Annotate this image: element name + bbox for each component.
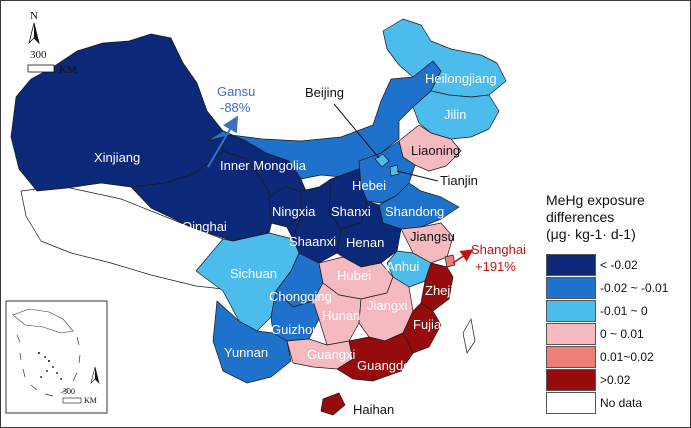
province-henan xyxy=(336,200,402,268)
gansu-callout-value: -88% xyxy=(220,100,251,115)
label-henan: Henan xyxy=(346,235,384,250)
label-jiangsu: Jiangsu xyxy=(410,229,455,244)
tianjin-leader-line xyxy=(396,170,439,182)
province-guangdong xyxy=(336,332,414,382)
label-anhui: Anhui xyxy=(386,259,419,274)
legend-swatch xyxy=(546,392,596,414)
province-tianjin xyxy=(389,164,400,177)
legend-item: 0 ~ 0.01 xyxy=(546,323,686,346)
label-shandong: Shandong xyxy=(385,204,444,219)
legend-item: 0.01~0.02 xyxy=(546,346,686,369)
label-guangdong: Guangdong xyxy=(357,358,425,373)
label-beijing: Beijing xyxy=(305,85,344,100)
legend-label: No data xyxy=(600,396,643,410)
legend-swatch xyxy=(546,300,596,322)
label-fujian: Fujian xyxy=(413,317,448,332)
north-arrow: N xyxy=(28,10,40,45)
label-inner-mongolia: Inner Mongolia xyxy=(220,158,307,173)
legend-title-line1: MeHg exposure xyxy=(546,192,645,208)
scale-distance: 300 xyxy=(30,49,47,61)
gansu-callout-name: Gansu xyxy=(217,84,255,99)
gansu-arrow xyxy=(207,115,239,168)
legend: < -0.02 -0.02 ~ -0.01 -0.01 ~ 0 0 ~ 0.01… xyxy=(546,254,686,415)
legend-swatch xyxy=(546,369,596,391)
legend-title: MeHg exposure differences (μg· kg-1· d-1… xyxy=(546,192,686,243)
label-ningxia: Ningxia xyxy=(272,204,316,219)
beijing-leader-line xyxy=(333,103,380,159)
province-yunnan xyxy=(212,300,292,384)
label-hunan: Hunan xyxy=(322,308,360,323)
legend-item: No data xyxy=(546,392,686,415)
legend-swatch xyxy=(546,323,596,345)
legend-item: >0.02 xyxy=(546,369,686,392)
label-guizhou: Guizhou xyxy=(271,322,319,337)
legend-swatch xyxy=(546,346,596,368)
inset-scale-unit: KM xyxy=(84,396,97,405)
label-heilongjiang: Heilongjiang xyxy=(425,71,497,86)
legend-label: < -0.02 xyxy=(600,258,638,272)
legend-swatch xyxy=(546,277,596,299)
province-hainan xyxy=(320,392,346,416)
legend-label: 0.01~0.02 xyxy=(600,350,654,364)
taiwan-no-data xyxy=(462,318,476,354)
legend-label: 0 ~ 0.01 xyxy=(600,327,644,341)
shanghai-callout-value: +191% xyxy=(475,259,516,274)
label-qinghai: Qinghai xyxy=(182,219,227,234)
legend-item: -0.02 ~ -0.01 xyxy=(546,277,686,300)
province-anhui xyxy=(386,250,432,288)
inset-scale-distance: 300 xyxy=(63,387,75,396)
label-hebei: Hebei xyxy=(352,178,386,193)
province-shanghai xyxy=(444,254,456,268)
legend-label: -0.01 ~ 0 xyxy=(600,304,648,318)
legend-label: -0.02 ~ -0.01 xyxy=(600,281,669,295)
label-liaoning: Liaoning xyxy=(411,143,460,158)
label-shanxi: Shanxi xyxy=(331,204,371,219)
north-label: N xyxy=(30,10,38,22)
legend-title-line3: (μg· kg-1· d-1) xyxy=(546,226,636,242)
legend-item: < -0.02 xyxy=(546,254,686,277)
shanghai-arrow xyxy=(452,249,474,264)
label-jiangxi: Jiangxi xyxy=(367,298,408,313)
legend-title-line2: differences xyxy=(546,209,615,225)
shanghai-callout: Shanghai +191% xyxy=(452,242,526,274)
legend-item: -0.01 ~ 0 xyxy=(546,300,686,323)
label-jilin: Jilin xyxy=(444,107,466,122)
gansu-callout: Gansu -88% xyxy=(207,84,255,168)
label-xinjiang: Xinjiang xyxy=(94,150,140,165)
label-chongqing: Chongqing xyxy=(269,289,332,304)
label-hubei: Hubei xyxy=(337,268,371,283)
label-sichuan: Sichuan xyxy=(230,266,277,281)
province-labels: Xinjiang Qinghai Inner Mongolia Heilongj… xyxy=(94,71,497,417)
label-tianjin: Tianjin xyxy=(440,173,478,188)
south-china-sea-inset: 300 KM xyxy=(5,300,108,414)
province-xinjiang xyxy=(10,33,224,192)
legend-swatch xyxy=(546,254,596,276)
label-yunnan: Yunnan xyxy=(224,345,268,360)
province-tibet xyxy=(20,185,230,290)
label-hainan: Haihan xyxy=(353,402,394,417)
legend-label: >0.02 xyxy=(600,373,631,387)
shanghai-callout-name: Shanghai xyxy=(471,242,526,257)
label-zhejiang: Zhejiang xyxy=(425,283,475,298)
label-shaanxi: Shaanxi xyxy=(289,234,336,249)
scale-bar: 300 KM xyxy=(27,49,77,76)
scale-unit: KM xyxy=(59,64,77,76)
label-guangxi: Guangxi xyxy=(307,347,356,362)
